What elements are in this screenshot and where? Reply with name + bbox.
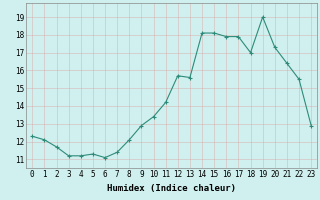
X-axis label: Humidex (Indice chaleur): Humidex (Indice chaleur) (107, 184, 236, 193)
